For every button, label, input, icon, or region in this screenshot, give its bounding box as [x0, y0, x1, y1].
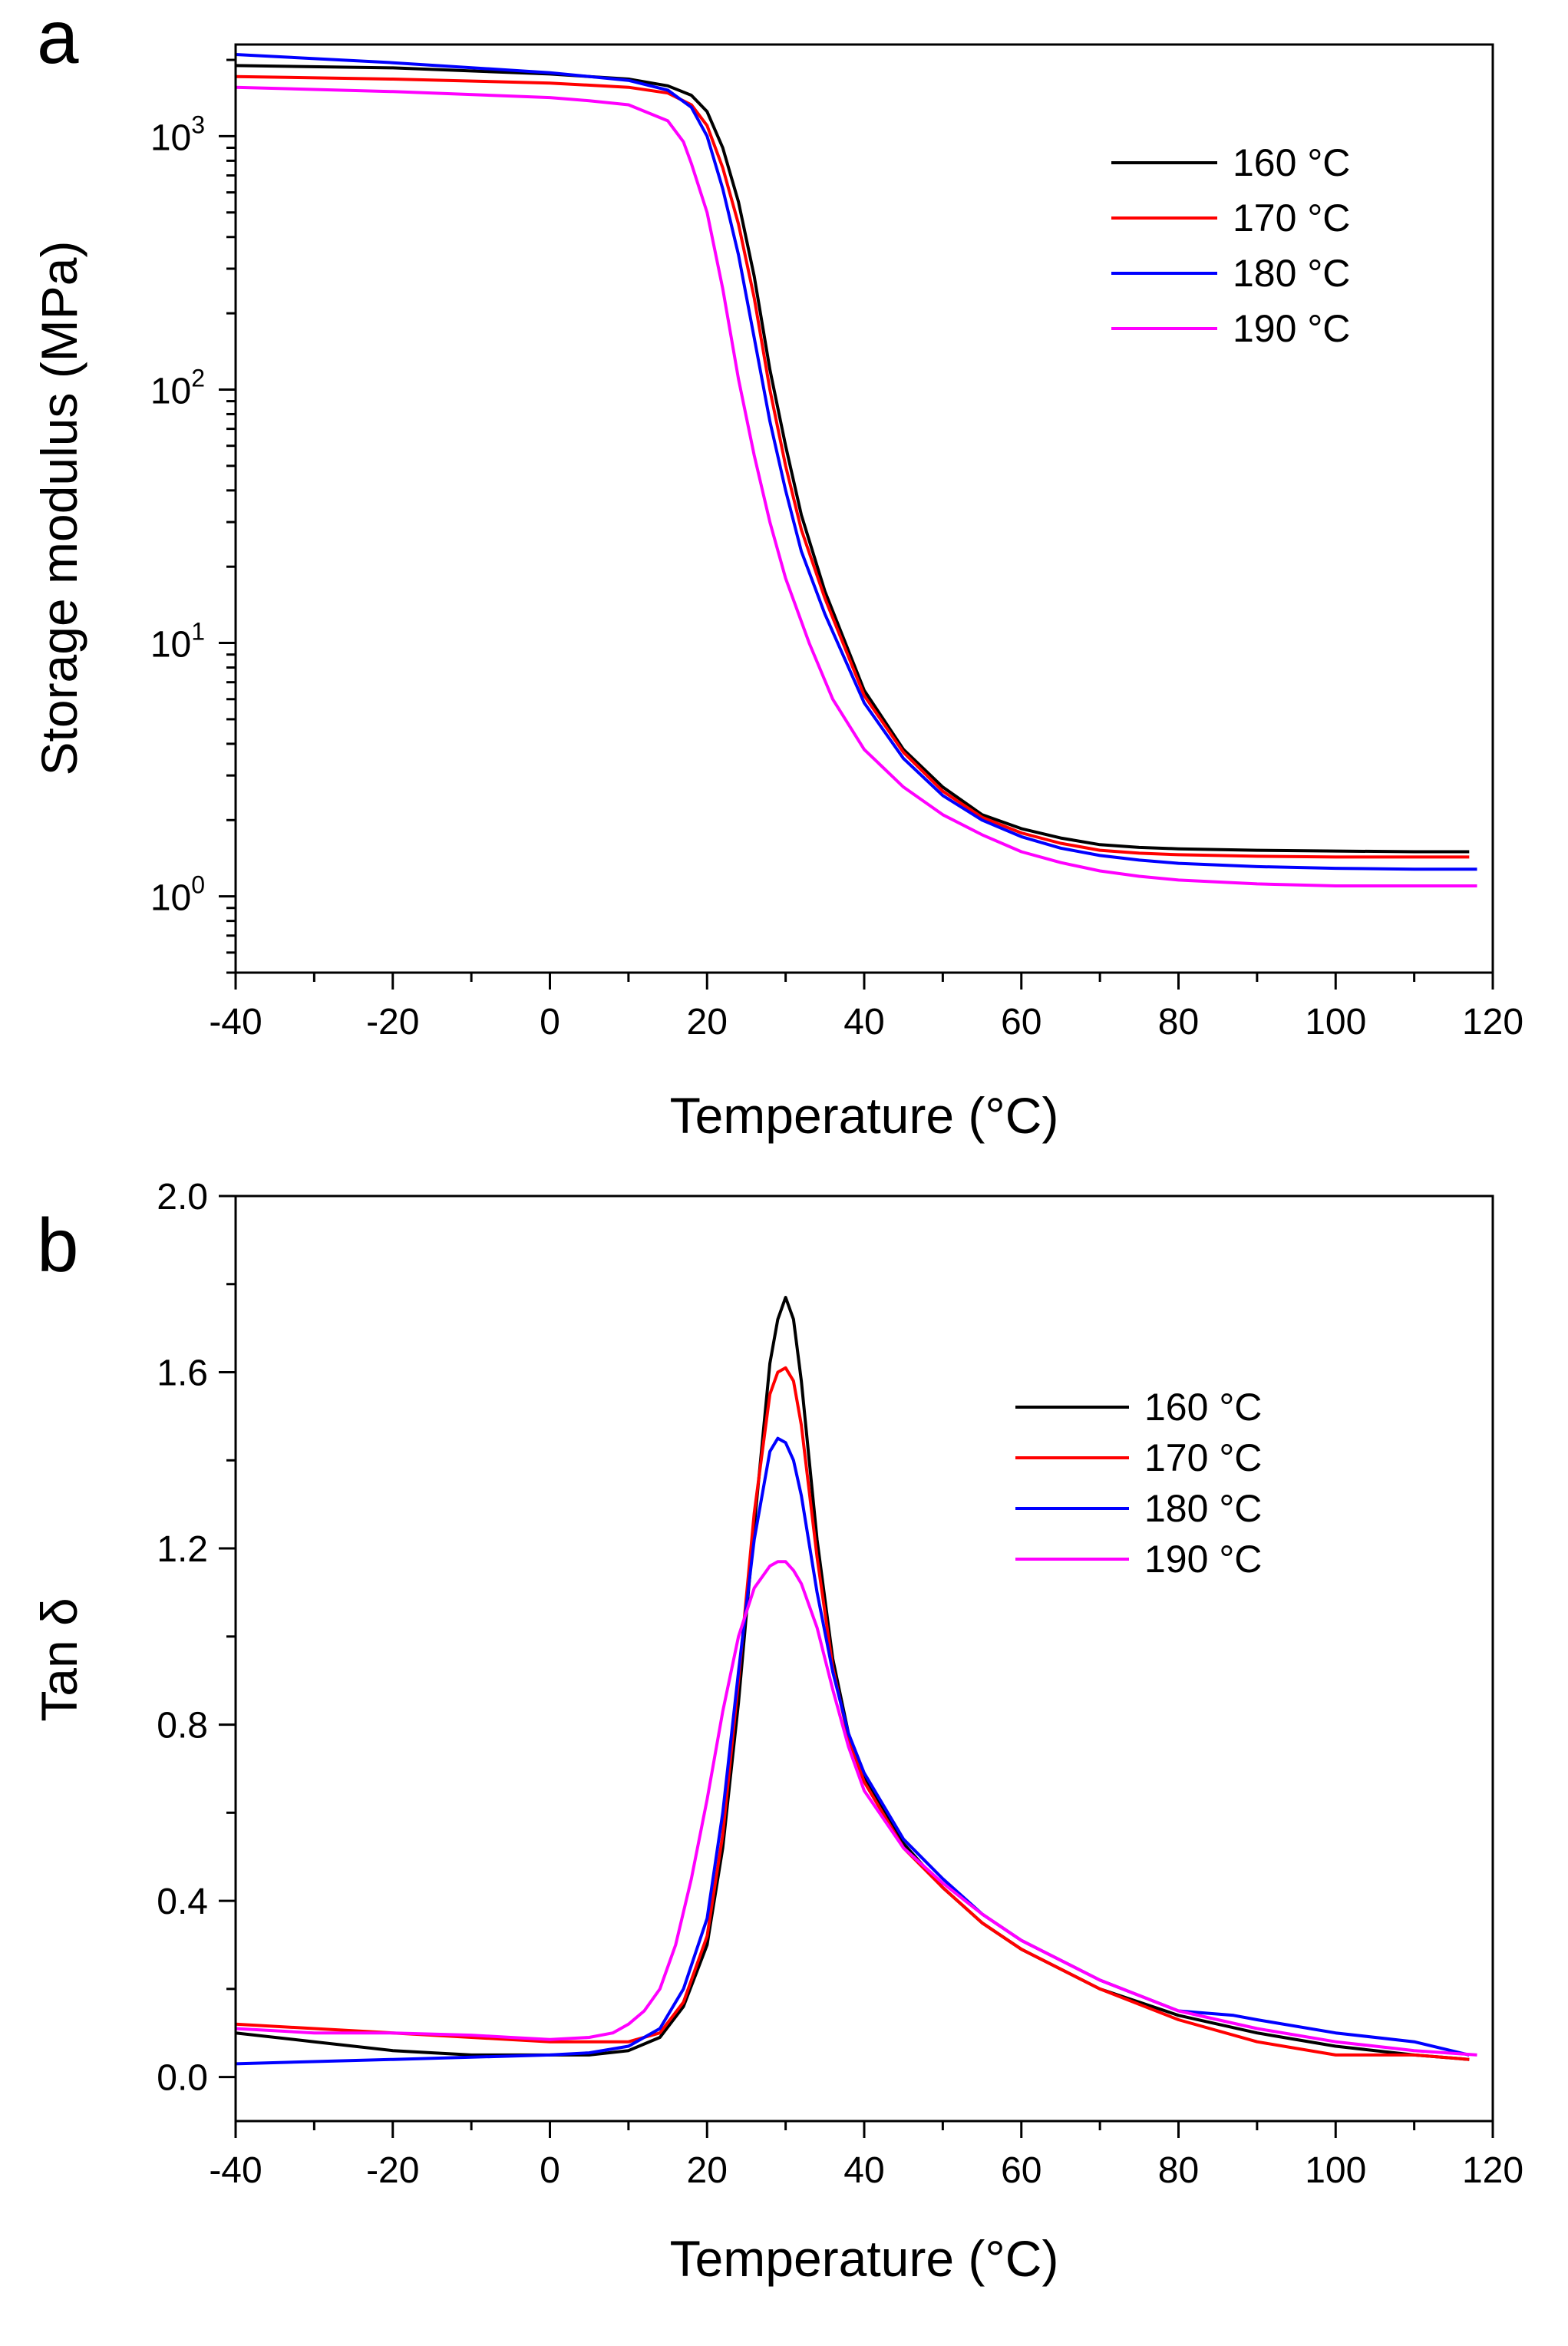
x-tick-label: 80: [1158, 2150, 1199, 2191]
legend-label: 160 °C: [1144, 1386, 1262, 1429]
legend-label: 190 °C: [1144, 1538, 1262, 1581]
y-tick-label: 102: [150, 364, 205, 411]
panel-b-x-axis-title: Temperature (°C): [670, 2230, 1059, 2287]
x-tick-label: 20: [687, 1002, 728, 1042]
x-tick-label: -40: [209, 1002, 262, 1042]
panel-a-legend: 160 °C 170 °C 180 °C 190 °C: [1111, 141, 1350, 350]
x-tick-label: -40: [209, 2150, 262, 2191]
legend-label: 170 °C: [1144, 1436, 1262, 1479]
series-line-170: [235, 74, 1470, 859]
y-tick-label: 1.2: [157, 1529, 208, 1570]
y-tick-label: 103: [150, 111, 205, 158]
y-tick-label: 101: [150, 618, 205, 666]
x-tick-label: 100: [1305, 2150, 1366, 2191]
x-tick-label: -20: [366, 2150, 419, 2191]
x-tick-label: 80: [1158, 1002, 1199, 1042]
x-tick-label: 100: [1305, 1002, 1366, 1042]
legend-label: 170 °C: [1233, 197, 1350, 240]
legend-label: 180 °C: [1144, 1487, 1262, 1530]
x-tick-label: 40: [843, 1002, 884, 1042]
panel-b-ticks: [219, 1194, 1494, 2138]
series-line-160: [235, 64, 1470, 854]
panel-b-series: [235, 1296, 1477, 2066]
x-tick-label: 60: [1001, 2150, 1041, 2191]
x-tick-label: 20: [687, 2150, 728, 2191]
panel-a-tick-labels: -40 -20 0 20 40 60 80 100 120 100 101 102 103: [150, 111, 1523, 1042]
panel-a-series: [235, 53, 1477, 887]
x-tick-label: 60: [1001, 1002, 1041, 1042]
panel-b-y-axis-title: Tan δ: [31, 1598, 87, 1722]
y-tick-label: 1.6: [157, 1353, 208, 1394]
panel-a-storage-modulus: a -40 -20 0 20 40 60 80 100 120 100 101 102 103 Temp…: [31, 0, 1523, 1144]
panel-b-legend: 160 °C 170 °C 180 °C 190 °C: [1015, 1386, 1262, 1581]
y-tick-label: 100: [150, 871, 205, 919]
series-line-190: [235, 85, 1477, 887]
panel-a-y-axis-title: Storage modulus (MPa): [31, 241, 87, 776]
panel-a-plot-frame: [234, 43, 1494, 974]
legend-label: 160 °C: [1233, 141, 1350, 184]
series-line-180: [235, 53, 1477, 871]
x-tick-label: 120: [1462, 1002, 1523, 1042]
legend-label: 180 °C: [1233, 252, 1350, 295]
x-tick-label: 0: [540, 2150, 560, 2191]
legend-label: 190 °C: [1233, 307, 1350, 350]
panel-a-x-axis-title: Temperature (°C): [670, 1087, 1059, 1144]
x-tick-label: 120: [1462, 2150, 1523, 2191]
panel-b-tick-labels: -40 -20 0 20 40 60 80 100 120 0.0 0.4 0.8 1.2 1.6 2.0: [157, 1177, 1523, 2191]
x-tick-label: 40: [843, 2150, 884, 2191]
panel-b-tan-delta: b -40 -20 0 20 40 60 80 100 120 0.0 0.4 0.8 1.2 1.6 2.…: [31, 1177, 1523, 2287]
panel-a-ticks: [219, 58, 1494, 990]
y-tick-label: 0.4: [157, 1882, 208, 1922]
panel-letter-b: b: [37, 1203, 79, 1287]
x-tick-label: 0: [540, 1002, 560, 1042]
x-tick-label: -20: [366, 1002, 419, 1042]
y-tick-label: 2.0: [157, 1177, 208, 1218]
y-tick-label: 0.0: [157, 2058, 208, 2099]
series-line-190: [235, 1560, 1477, 2057]
panel-b-plot-frame: [234, 1194, 1494, 2123]
panel-letter-a: a: [37, 0, 79, 79]
series-line-160: [235, 1296, 1470, 2061]
series-line-170: [235, 1366, 1470, 2061]
y-tick-label: 0.8: [157, 1706, 208, 1746]
